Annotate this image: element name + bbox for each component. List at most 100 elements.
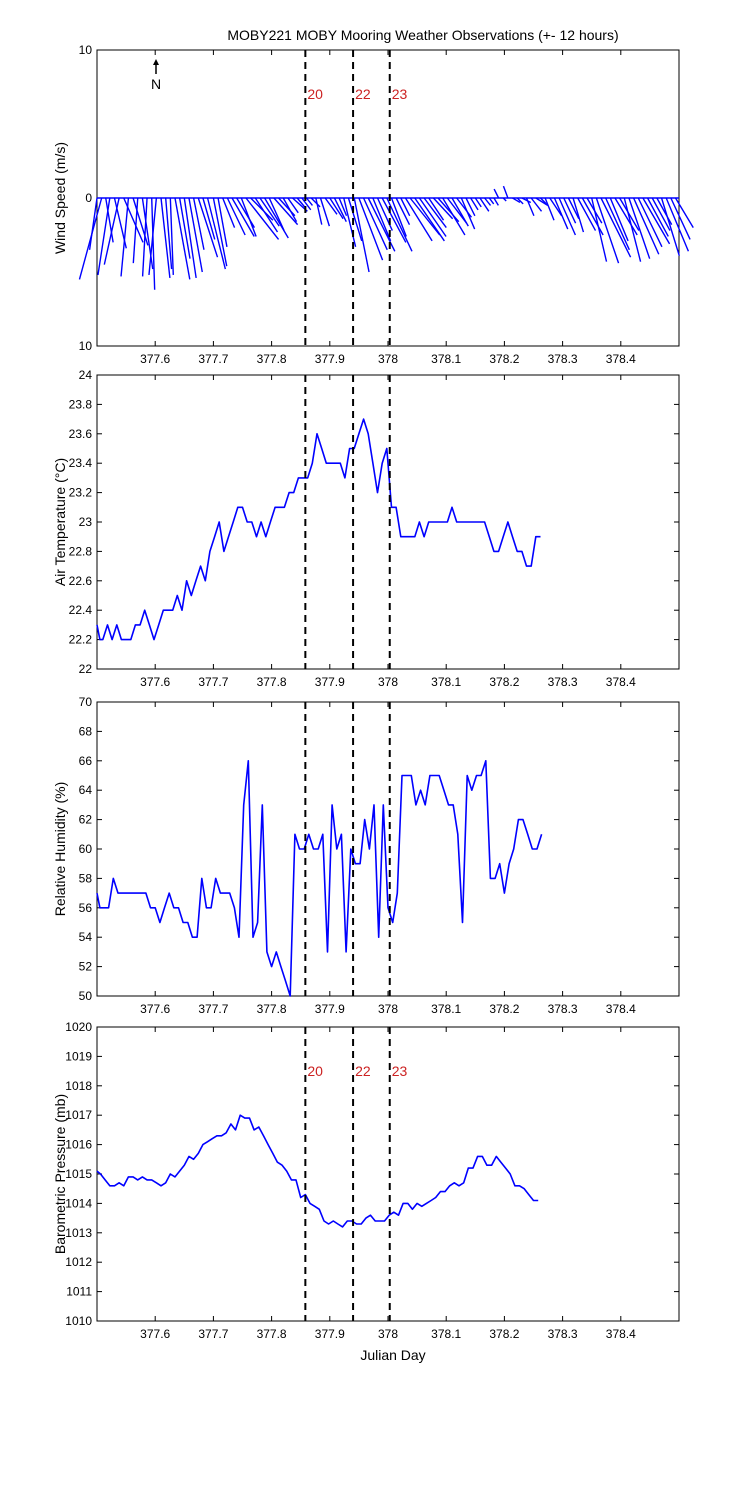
wind-vector <box>174 197 191 280</box>
wind-vector <box>656 197 673 225</box>
marker-label: 20 <box>307 1063 323 1079</box>
wind-vector <box>395 197 411 225</box>
wind-vector <box>206 197 227 270</box>
wind-vector <box>623 197 642 262</box>
wind-vector <box>414 197 445 242</box>
wind-vector <box>222 197 236 228</box>
wind-vector <box>479 197 490 212</box>
wind-vector <box>460 197 476 230</box>
wind-vector <box>558 197 577 236</box>
wind-vector <box>151 197 156 290</box>
plot-frame <box>96 701 680 997</box>
wind-vector <box>319 197 331 227</box>
y-tick-label: 24 <box>79 368 93 382</box>
wind-vector <box>465 197 476 217</box>
y-tick-label: 1015 <box>65 1167 92 1181</box>
x-tick-label: 378 <box>378 352 398 366</box>
wind-vector <box>549 197 563 217</box>
x-tick-label: 377.6 <box>140 1002 170 1016</box>
y-axis-label: Air Temperature (°C) <box>52 458 68 586</box>
y-tick-label: 50 <box>79 989 93 1003</box>
wind-vector <box>502 185 509 199</box>
wind-vector <box>670 197 691 240</box>
wind-vector <box>632 197 660 255</box>
y-tick-label: 10 <box>79 339 93 353</box>
wind-vector <box>362 197 388 251</box>
wind-vector <box>240 197 257 237</box>
wind-vector <box>674 197 694 228</box>
x-tick-label: 377.9 <box>315 1327 345 1341</box>
wind-vector <box>390 197 407 237</box>
x-tick-label: 377.8 <box>257 1002 287 1016</box>
y-tick-label: 62 <box>79 813 93 827</box>
marker-label: 20 <box>307 86 323 102</box>
y-tick-label: 23.6 <box>69 427 93 441</box>
north-label: N <box>151 76 161 92</box>
wind-vector <box>217 197 228 247</box>
wind-vector <box>245 197 280 240</box>
y-tick-label: 22.2 <box>69 633 93 647</box>
wind-vector <box>178 197 191 259</box>
x-tick-label: 378 <box>378 1327 398 1341</box>
wind-vector <box>329 197 344 220</box>
y-tick-label: 0 <box>85 191 92 205</box>
wind-vector <box>488 197 495 205</box>
wind-vector <box>282 197 298 223</box>
wind-vector <box>160 197 171 278</box>
plot-frame <box>96 374 680 670</box>
wind-vector <box>141 197 148 277</box>
x-tick-label: 377.7 <box>198 1002 228 1016</box>
wind-vector <box>305 197 313 206</box>
wind-vector <box>376 197 393 231</box>
x-tick-label: 378 <box>378 675 398 689</box>
wind-vector <box>169 197 174 275</box>
y-axis-label: Relative Humidity (%) <box>52 782 68 917</box>
panel-wind: 10 0 10 377.6 377.7 377.8 377.9 378 378.1 378.2 37… <box>52 43 694 366</box>
wind-vector <box>553 197 569 230</box>
marker-label: 22 <box>355 86 371 102</box>
wind-vector <box>347 197 363 242</box>
x-tick-label: 378.3 <box>548 675 578 689</box>
wind-vector <box>197 197 219 258</box>
y-tick-label: 22.8 <box>69 544 93 558</box>
x-tick-label: 377.7 <box>198 1327 228 1341</box>
wind-vector <box>665 197 690 252</box>
wind-vector <box>428 197 445 221</box>
wind-vector <box>188 197 203 273</box>
panel-barometric-pressure: 1020 1019 1018 1017 1016 1015 1014 1013 1012 1011… <box>52 1020 680 1341</box>
wind-vector <box>343 197 357 248</box>
x-tick-label: 377.8 <box>257 675 287 689</box>
series-line <box>96 759 543 997</box>
wind-vector <box>268 197 285 231</box>
x-tick-label: 377.9 <box>315 352 345 366</box>
wind-vector <box>287 197 299 214</box>
y-tick-label: 1014 <box>65 1196 92 1210</box>
wind-vector <box>539 197 547 205</box>
wind-vector <box>651 197 671 231</box>
wind-vector <box>642 197 671 245</box>
x-tick-label: 377.8 <box>257 352 287 366</box>
y-tick-label: 1010 <box>65 1314 92 1328</box>
x-tick-label: 377.8 <box>257 1327 287 1341</box>
x-tick-label: 378.2 <box>489 675 519 689</box>
wind-vector <box>105 197 114 243</box>
x-tick-label: 377.7 <box>198 675 228 689</box>
wind-vector <box>605 197 630 251</box>
x-tick-label: 378 <box>378 1002 398 1016</box>
wind-vector <box>78 197 103 280</box>
wind-vector <box>192 197 205 250</box>
wind-vector <box>516 197 524 205</box>
wind-vector <box>660 197 680 256</box>
wind-vector <box>512 197 521 204</box>
wind-vector <box>183 197 197 279</box>
wind-vector <box>315 197 323 225</box>
wind-vector <box>132 197 139 264</box>
wind-vector <box>372 197 392 242</box>
x-tick-label: 378.2 <box>489 352 519 366</box>
wind-vector <box>404 197 433 242</box>
wind-vector <box>563 197 577 224</box>
wind-vector <box>148 197 158 276</box>
wind-vector <box>254 197 279 233</box>
y-tick-label: 68 <box>79 724 93 738</box>
